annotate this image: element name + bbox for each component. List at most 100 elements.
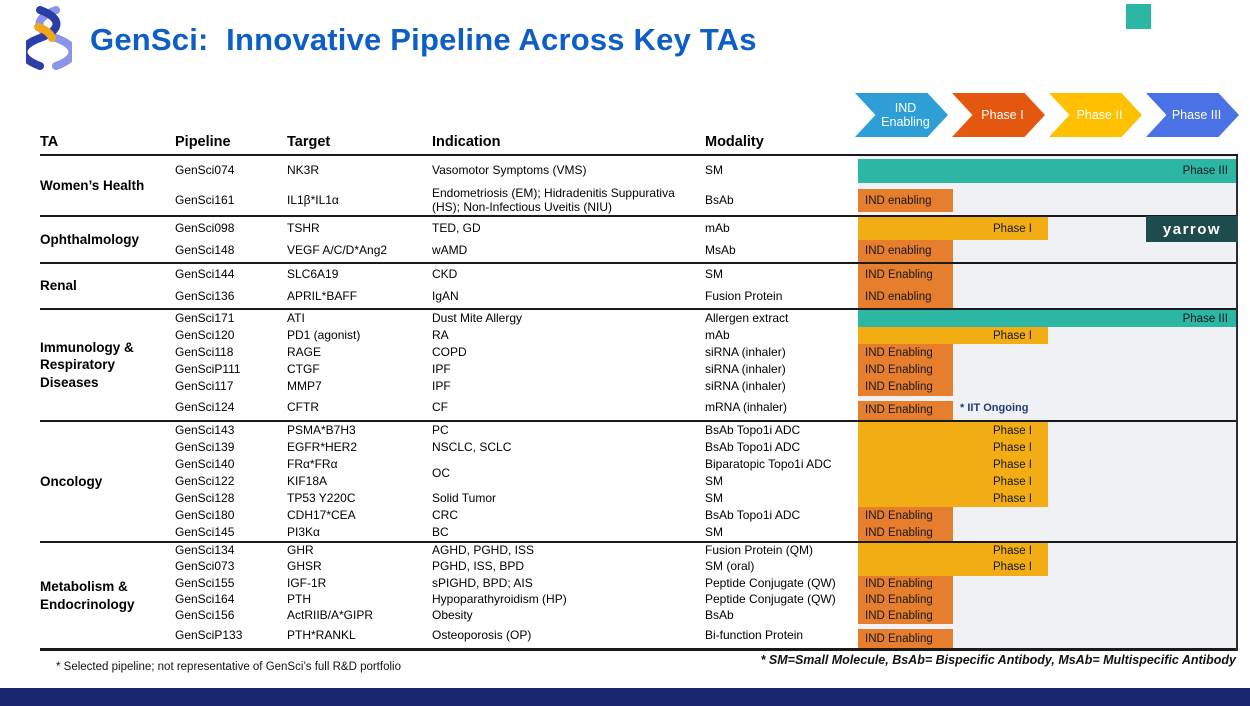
indication-cell: wAMD [432,243,468,258]
stage-lane: IND Enabling [858,608,1238,625]
target-cell: PSMA*B7H3 [287,422,356,437]
pipeline-row: GenSci098 TSHR TED, GD mAb Phase I [175,217,1238,240]
stage-lane: Phase I [858,327,1238,345]
stage-lane: Phase I [858,473,1238,490]
stage-bar-label: IND Enabling [865,593,933,606]
stage-lane: Phase I [858,439,1238,456]
pipeline-row: GenSci164 PTH Hypoparathyroidism (HP) Pepti… [175,591,1238,608]
target-cell: TP53 Y220C [287,490,356,505]
target-cell: GHSR [287,559,322,574]
footnote-selected-pipeline: * Selected pipeline; not representative … [56,661,401,673]
target-cell: PTH*RANKL [287,628,356,643]
stage-bar-phase3: Phase III [858,159,1238,183]
stage-bar-label: Phase I [993,329,1032,342]
stage-bar-label: IND Enabling [865,269,933,281]
stage-lane: IND Enabling [858,344,1238,362]
target-cell: SLC6A19 [287,267,339,282]
pipeline-row: GenSci144 SLC6A19 CKD SM IND Enabling [175,264,1238,286]
modality-cell: SM [705,267,723,282]
indication-cell: IPF [432,379,451,394]
pipeline-id-cell: GenSci118 [175,345,234,360]
stage-bar-ind: IND Enabling [858,608,953,625]
stage-bar-ind: IND Enabling [858,591,953,608]
stage-bar-label: IND Enabling [865,404,933,417]
target-cell: CTGF [287,362,320,377]
stage-bar-label: Phase I [993,561,1032,574]
modality-cell: BsAb [705,192,734,207]
pipeline-row: GenSci156 ActRIIB/A*GIPR Obesity BsAb IND En… [175,608,1238,625]
stage-bar-phase1: Phase I [858,559,1048,576]
modality-cell: Allergen extract [705,310,789,325]
pipeline-id-cell: GenSci073 [175,559,235,574]
stage-lane: IND Enabling [858,507,1238,524]
ta-group-label-text: Metabolism & Endocrinology [40,578,135,612]
column-header-target: Target [287,134,331,150]
stage-bar-ind: IND Enabling [858,344,953,362]
stage-bar-ind: IND Enabling [858,264,953,286]
ta-group-label: Ophthalmology [40,217,175,262]
indication-cell: CRC [432,507,458,522]
target-cell: VEGF A/C/D*Ang2 [287,243,388,258]
ta-group-label-text: Oncology [40,473,103,489]
stage-bar-phase1: Phase I [858,456,1048,473]
indication-cell: Vasomotor Symptoms (VMS) [432,163,587,178]
stage-lane: Phase I [858,490,1238,507]
pipeline-row: GenSciP133 PTH*RANKL Osteoporosis (OP) Bi-f… [175,624,1238,649]
pipeline-row: GenSci139 EGFR*HER2 NSCLC, SCLC BsAb Topo1i… [175,439,1238,456]
modality-cell: BsAb Topo1i ADC [705,422,801,437]
pipeline-row: GenSci180 CDH17*CEA CRC BsAb Topo1i ADC IND … [175,507,1238,524]
modality-cell: Fusion Protein (QM) [705,543,814,558]
legend-stage-label: Phase III [1171,108,1222,122]
pipeline-id-cell: GenSci148 [175,243,235,258]
stage-bar-label: Phase I [993,475,1032,488]
target-cell: PI3Kα [287,524,320,539]
ta-group: Oncology GenSci143 PSMA*B7H3 PC BsAb Topo1i … [40,422,1238,543]
target-cell: EGFR*HER2 [287,439,358,454]
target-cell: IL1β*IL1α [287,192,339,207]
pipeline-row: GenSci148 VEGF A/C/D*Ang2 wAMD MsAb IND enab… [175,240,1238,262]
stage-bar-label: IND Enabling [865,610,933,623]
pipeline-id-cell: GenSci134 [175,543,235,558]
stage-lane: IND Enabling [858,575,1238,592]
target-cell: KIF18A [287,473,328,488]
stage-lane: IND Enabling [858,378,1238,396]
stage-lane: IND enabling [858,240,1238,262]
pipeline-id-cell: GenSci164 [175,591,235,606]
ta-group-label: Renal [40,264,175,308]
indication-cell: COPD [432,345,467,360]
stage-lane: Phase I [858,543,1238,560]
table-body: Women’s Health GenSci074 NK3R Vasomotor Sym… [40,156,1238,651]
target-cell: ActRIIB/A*GIPR [287,608,374,623]
indication-cell: CF [432,400,448,415]
gensci-logo-icon [26,6,72,70]
stage-bar-label: IND enabling [865,245,932,257]
stage-bar-phase1: Phase I [858,490,1048,507]
stage-lane: IND Enabling [858,264,1238,286]
target-cell: FRα*FRα [287,456,338,471]
stage-bar-phase1: Phase I [858,327,1048,345]
pipeline-row: GenSciP111 CTGF IPF siRNA (inhaler) IND Enab… [175,361,1238,379]
target-cell: APRIL*BAFF [287,289,358,304]
ta-group-label-text: Ophthalmology [40,231,139,247]
stage-bar-ind: IND Enabling [858,524,953,541]
stage-bar-label: IND enabling [865,194,932,207]
corner-accent-square [1126,4,1151,29]
stage-bar-ind: IND enabling [858,189,953,212]
ta-group-label-text: Immunology & Respiratory Diseases [40,339,134,390]
stage-lane: Phase I [858,217,1238,240]
legend-stage-label: IND Enabling [881,101,930,129]
pipeline-row: GenSci134 GHR AGHD, PGHD, ISS Fusion Protei… [175,543,1238,560]
stage-lane: IND Enabling [858,591,1238,608]
target-cell: RAGE [287,345,322,360]
stage-bar-ind: IND Enabling [858,629,953,649]
stage-bar-ind: IND enabling [858,240,953,262]
indication-cell [432,473,705,490]
pipeline-id-cell: GenSci136 [175,289,235,304]
stage-bar-phase1: Phase I [858,543,1048,560]
pipeline-id-cell: GenSci122 [175,473,235,488]
modality-cell: MsAb [705,243,736,258]
stage-bar-label: IND Enabling [865,526,933,539]
stage-lane: Phase I [858,422,1238,439]
stage-bar-label: Phase I [993,441,1032,454]
